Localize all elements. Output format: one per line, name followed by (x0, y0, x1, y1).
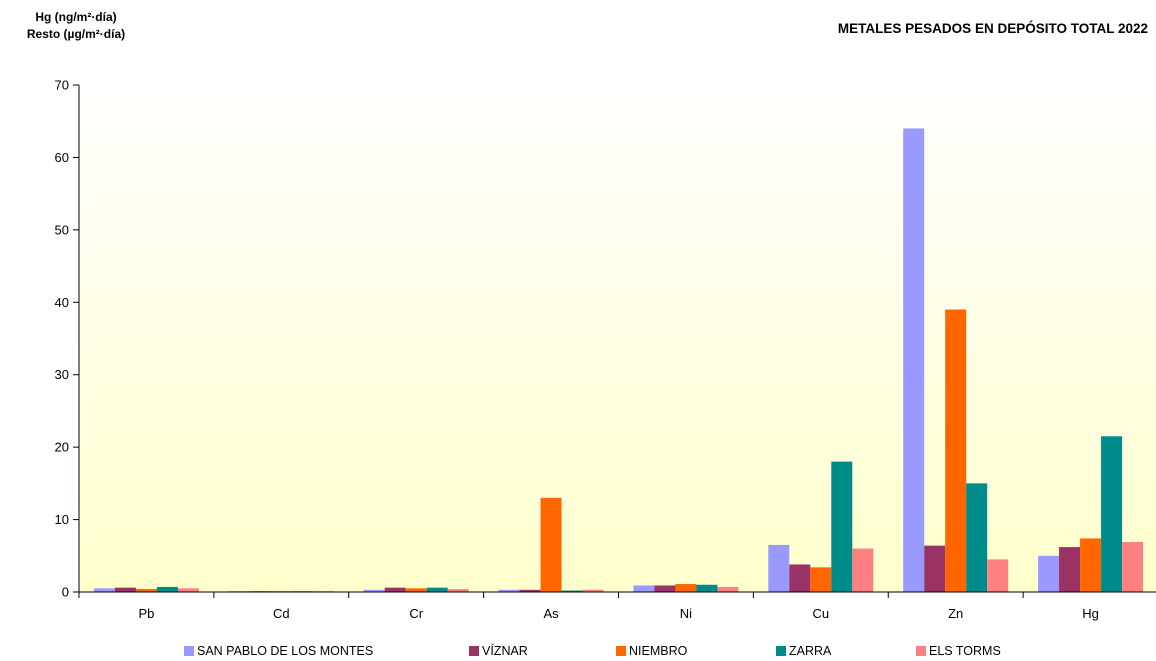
x-tick-label: Hg (1082, 606, 1099, 621)
bar-zn-niembro (945, 309, 967, 592)
bar-cu-san-pablo-de-los-montes (768, 544, 790, 592)
legend-label: NIEMBRO (629, 644, 688, 658)
bar-pb-niembro (135, 589, 157, 592)
bar-as-els-torms (582, 589, 604, 592)
plot-area (79, 85, 1156, 592)
y-tick-label: 40 (55, 295, 69, 310)
bar-cu-els-torms (852, 548, 874, 592)
bar-cr-niembro (405, 588, 427, 592)
bar-hg-v-znar (1059, 547, 1081, 592)
y-tick-label: 10 (55, 512, 69, 527)
bar-as-v-znar (519, 589, 541, 592)
y-tick-label: 50 (55, 222, 69, 237)
bar-ni-zarra (696, 584, 718, 592)
bar-cu-v-znar (789, 564, 811, 592)
bar-hg-zarra (1101, 436, 1123, 592)
legend-swatch (616, 646, 626, 656)
legend-label: SAN PABLO DE LOS MONTES (197, 644, 374, 658)
bar-cu-niembro (810, 567, 832, 592)
legend-label: ELS TORMS (929, 644, 1001, 658)
bar-pb-san-pablo-de-los-montes (93, 588, 115, 592)
bar-hg-niembro (1080, 538, 1102, 592)
bar-cr-san-pablo-de-los-montes (363, 589, 385, 592)
bar-zn-v-znar (924, 545, 946, 592)
bar-pb-zarra (156, 586, 178, 592)
bar-cr-zarra (426, 587, 448, 592)
bar-as-san-pablo-de-los-montes (498, 589, 520, 592)
legend-item: ZARRA (776, 644, 831, 658)
legend-item: VÍZNAR (469, 644, 528, 658)
legend-swatch (469, 646, 479, 656)
y-axis-label-line1: Hg (ng/m²·día) (35, 10, 117, 24)
bar-as-zarra (561, 590, 583, 592)
x-tick-label: Cu (812, 606, 829, 621)
x-tick-label: Cd (273, 606, 290, 621)
y-axis-label-line2: Resto (µg/m²·día) (26, 27, 126, 41)
y-tick-label: 60 (55, 150, 69, 165)
bar-cr-els-torms (447, 589, 469, 592)
x-tick-label: Pb (138, 606, 154, 621)
chart-title: METALES PESADOS EN DEPÓSITO TOTAL 2022 (837, 21, 1148, 36)
bar-hg-els-torms (1122, 542, 1144, 592)
legend-item: SAN PABLO DE LOS MONTES (184, 644, 373, 658)
bar-as-niembro (540, 497, 562, 592)
legend-label: VÍZNAR (482, 644, 528, 658)
x-tick-label: As (543, 606, 559, 621)
x-tick-label: Cr (409, 606, 423, 621)
bar-ni-niembro (675, 584, 697, 592)
y-tick-label: 70 (55, 78, 69, 93)
x-tick-label: Zn (948, 606, 963, 621)
bar-cr-v-znar (384, 587, 406, 592)
legend-item: ELS TORMS (916, 644, 1001, 658)
bar-zn-san-pablo-de-los-montes (903, 128, 925, 592)
bar-zn-els-torms (987, 559, 1009, 592)
legend-swatch (916, 646, 926, 656)
bar-hg-san-pablo-de-los-montes (1038, 555, 1060, 592)
legend-swatch (184, 646, 194, 656)
bar-cu-zarra (831, 461, 853, 592)
legend-item: NIEMBRO (616, 644, 687, 658)
bar-ni-san-pablo-de-los-montes (633, 585, 655, 592)
legend-label: ZARRA (789, 644, 832, 658)
x-tick-label: Ni (680, 606, 692, 621)
bar-ni-v-znar (654, 585, 676, 592)
y-tick-label: 0 (62, 585, 69, 600)
legend: SAN PABLO DE LOS MONTES VÍZNAR NIEMBRO ZARR… (0, 644, 1156, 660)
bar-pb-v-znar (114, 587, 136, 592)
bar-zn-zarra (966, 483, 988, 592)
y-tick-label: 20 (55, 440, 69, 455)
y-axis-label: Hg (ng/m²·día) Resto (µg/m²·día) (6, 9, 146, 43)
y-tick-label: 30 (55, 367, 69, 382)
bar-ni-els-torms (717, 586, 739, 592)
bar-pb-els-torms (177, 588, 199, 592)
legend-swatch (776, 646, 786, 656)
